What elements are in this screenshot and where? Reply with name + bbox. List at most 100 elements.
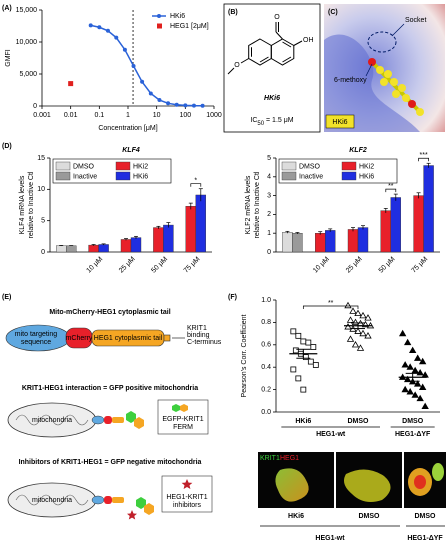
mito-seq-label: sequence	[21, 339, 51, 346]
panel-e: (E) Mito-mCherry-HEG1 cytoplasmic tail m…	[2, 294, 222, 520]
data-point	[359, 329, 367, 337]
ferm-icon	[134, 417, 144, 429]
cell-nucleus	[414, 475, 426, 489]
legend-label: DMSO	[299, 163, 321, 170]
data-point	[411, 391, 419, 398]
egfp-icon	[136, 497, 146, 509]
y-tick-label: 0.0	[261, 409, 271, 416]
x-tick-label: 75 μM	[183, 256, 202, 275]
cell	[344, 469, 391, 502]
x-tick-label: DMSO	[348, 418, 370, 425]
y-axis-label: GMFI	[5, 49, 12, 67]
legend-swatch	[115, 161, 131, 171]
compound-label: HKi6	[332, 119, 347, 126]
chart-title: KLF2	[349, 147, 367, 154]
x-tick-label: 10 μM	[312, 256, 331, 275]
bar	[120, 239, 132, 253]
bar	[163, 224, 174, 253]
data-point	[88, 23, 93, 28]
krit1-binding-label: C-terminus	[187, 339, 222, 346]
ic50-text: IC50 = 1.5 μM	[250, 117, 293, 127]
data-point	[406, 388, 414, 395]
bar	[347, 229, 359, 253]
ferm-icon	[144, 503, 154, 515]
y-tick-label: 15	[37, 155, 45, 162]
x-tick-label: 50 μM	[378, 256, 397, 275]
y-axis-label: Pearson's Corr. Coefficient	[241, 314, 248, 397]
channel-label: HEG1	[280, 455, 299, 462]
y-tick-label: 2	[267, 211, 271, 218]
socket-outline	[367, 31, 397, 53]
data-point	[354, 309, 362, 317]
socket-label: Socket	[405, 17, 426, 24]
egfp-icon	[172, 404, 180, 412]
atom-label: O	[234, 62, 240, 69]
compound-name: HKi6	[264, 95, 280, 102]
bar	[282, 232, 293, 253]
data-point	[406, 363, 414, 370]
positive-title: KRIT1-HEG1 interaction = GFP positive mi…	[22, 385, 198, 392]
panel-label: (F)	[228, 294, 237, 301]
bar	[98, 244, 109, 253]
x-tick-label: 1000	[206, 112, 222, 119]
pointer-arrow	[391, 23, 405, 37]
x-tick-label: 75 μM	[411, 256, 430, 275]
panel-label: (B)	[228, 9, 238, 16]
data-point	[302, 354, 309, 361]
compound-tag	[325, 114, 355, 129]
data-point	[105, 28, 110, 33]
legend-swatch	[281, 171, 297, 181]
ligand	[368, 58, 424, 116]
panel-label: (D)	[2, 143, 12, 150]
bar	[413, 195, 424, 253]
egfp-label: FERM	[173, 424, 193, 431]
y-tick-label: 1.0	[261, 297, 271, 304]
group-label: HEG1-ΔYF	[407, 535, 443, 542]
data-point	[401, 385, 409, 393]
data-point	[295, 375, 302, 382]
legend-swatch	[115, 171, 131, 181]
data-point	[364, 332, 372, 339]
legend-marker	[157, 14, 161, 18]
krit1-binding-label: binding	[187, 332, 210, 339]
data-point	[359, 311, 367, 319]
significance-label: ***	[420, 152, 428, 159]
egfp-icon	[126, 411, 136, 423]
x-axis-label: Concentration [μM]	[98, 125, 157, 132]
chart-title: KLF4	[122, 147, 140, 154]
data-point	[148, 91, 153, 96]
legend-frame	[278, 158, 398, 184]
legend-label: HEG1 [2μM]	[170, 23, 209, 30]
atom-label: OH	[303, 37, 314, 44]
inhibitor-icon	[181, 479, 193, 489]
x-tick-label: 25 μM	[118, 256, 137, 275]
bar	[185, 206, 197, 253]
atom-label: O	[274, 14, 280, 21]
y-tick-label: 0.6	[261, 342, 271, 349]
y-tick-label: 15,000	[16, 7, 38, 14]
significance-bracket	[385, 188, 397, 193]
panel-label: (E)	[2, 294, 11, 301]
data-point	[290, 366, 297, 373]
condition-label: DMSO	[359, 513, 381, 520]
y-tick-label: 5	[41, 218, 45, 225]
data-point	[346, 335, 355, 342]
data-point	[157, 98, 162, 103]
legend-label: HKi6	[359, 173, 374, 180]
mito-label: mitochondria	[32, 417, 72, 424]
cristae	[15, 414, 89, 426]
panel-label: (A)	[2, 5, 12, 12]
data-point	[114, 35, 119, 40]
x-tick-label: 25 μM	[345, 256, 364, 275]
micrographs: KRIT1 HEG1 HKi6 DMSO DMSO HEG1-wt HEG1-Δ…	[258, 452, 446, 542]
legend-swatch	[55, 171, 71, 181]
x-tick-label: 0.1	[94, 112, 104, 119]
x-tick-label: 10 μM	[86, 256, 105, 275]
x-tick-label: 100	[179, 112, 191, 119]
y-tick-label: 0	[33, 103, 37, 110]
data-point	[364, 314, 372, 321]
c-terminus-shape	[163, 334, 171, 342]
mito-label: mitochondria	[32, 497, 72, 504]
data-point	[403, 338, 412, 346]
significance-label: **	[328, 300, 334, 307]
